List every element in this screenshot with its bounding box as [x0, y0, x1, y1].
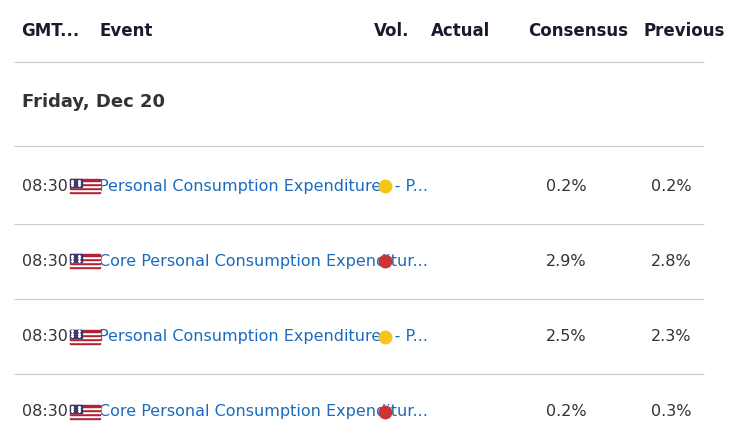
- Text: 0.2%: 0.2%: [650, 179, 691, 194]
- Text: 2.3%: 2.3%: [650, 329, 691, 344]
- Text: Core Personal Consumption Expenditur...: Core Personal Consumption Expenditur...: [99, 404, 428, 420]
- Bar: [70, 254, 82, 262]
- Bar: [70, 264, 100, 266]
- Bar: [70, 260, 100, 262]
- Text: 0.3%: 0.3%: [650, 404, 691, 420]
- Bar: [70, 415, 100, 417]
- Bar: [70, 187, 100, 189]
- Bar: [70, 179, 100, 181]
- Text: Vol.: Vol.: [374, 22, 409, 40]
- Bar: [70, 405, 100, 407]
- Text: 08:30: 08:30: [21, 329, 67, 344]
- Text: Previous: Previous: [643, 22, 724, 40]
- Text: Core Personal Consumption Expenditur...: Core Personal Consumption Expenditur...: [99, 254, 428, 269]
- Text: Consensus: Consensus: [528, 22, 628, 40]
- Text: 2.8%: 2.8%: [650, 254, 691, 269]
- Bar: [70, 330, 100, 332]
- Bar: [70, 409, 100, 411]
- Bar: [70, 332, 100, 334]
- Bar: [70, 258, 100, 260]
- Bar: [70, 417, 100, 419]
- Text: 08:30: 08:30: [21, 179, 67, 194]
- Bar: [70, 266, 100, 268]
- Bar: [70, 256, 100, 258]
- Bar: [70, 342, 100, 344]
- Text: 0.2%: 0.2%: [546, 404, 587, 420]
- Bar: [70, 413, 100, 415]
- Text: 2.9%: 2.9%: [546, 254, 587, 269]
- Text: Event: Event: [99, 22, 152, 40]
- Bar: [70, 407, 100, 409]
- Bar: [70, 330, 82, 338]
- Bar: [70, 183, 100, 185]
- Bar: [70, 334, 100, 336]
- Bar: [70, 185, 100, 187]
- Text: GMT...: GMT...: [21, 22, 80, 40]
- Text: Actual: Actual: [431, 22, 491, 40]
- Bar: [70, 338, 100, 340]
- Text: Friday, Dec 20: Friday, Dec 20: [21, 93, 164, 111]
- Bar: [70, 179, 82, 187]
- Bar: [70, 254, 100, 256]
- Text: Personal Consumption Expenditures - P...: Personal Consumption Expenditures - P...: [99, 329, 428, 344]
- Bar: [70, 411, 100, 413]
- Bar: [70, 189, 100, 191]
- Text: 0.2%: 0.2%: [546, 179, 587, 194]
- Bar: [70, 340, 100, 342]
- Bar: [70, 336, 100, 338]
- Text: 08:30: 08:30: [21, 254, 67, 269]
- Bar: [70, 191, 100, 193]
- Bar: [70, 405, 82, 413]
- Bar: [70, 181, 100, 183]
- Text: 08:30: 08:30: [21, 404, 67, 420]
- Bar: [70, 262, 100, 264]
- Text: 2.5%: 2.5%: [546, 329, 587, 344]
- Text: Personal Consumption Expenditures - P...: Personal Consumption Expenditures - P...: [99, 179, 428, 194]
